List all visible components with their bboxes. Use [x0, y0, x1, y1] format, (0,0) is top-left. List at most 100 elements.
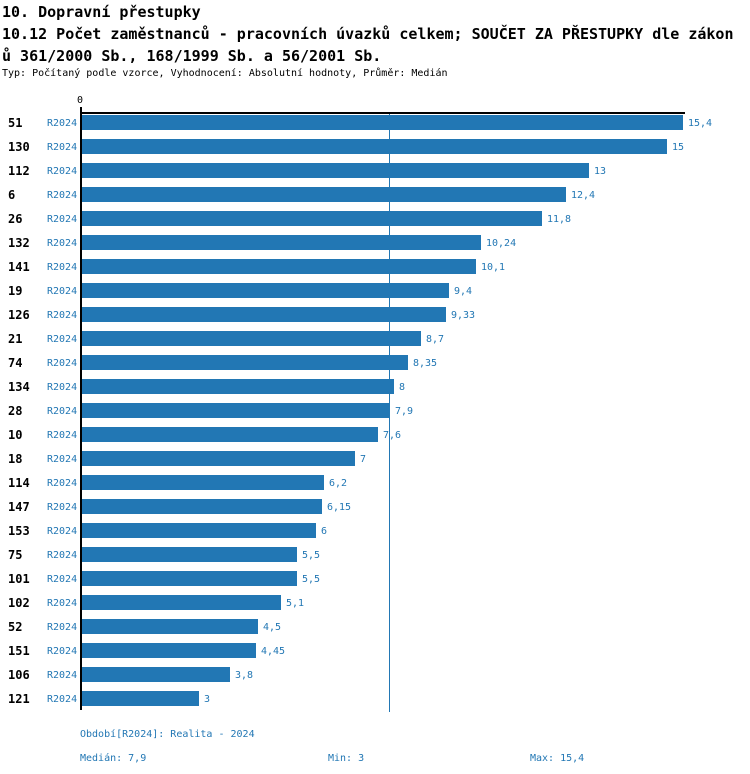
bar-row: 19 R2024 9,4 — [0, 282, 750, 306]
bar-value-label: 13 — [594, 166, 607, 177]
row-period-label: R2024 — [47, 142, 78, 153]
bar-row: 18 R2024 7 — [0, 450, 750, 474]
bar — [82, 523, 316, 538]
row-id-label: 106 — [8, 668, 30, 682]
bar — [82, 571, 297, 586]
bar — [82, 331, 421, 346]
bar-row: 153 R2024 6 — [0, 522, 750, 546]
bar — [82, 307, 446, 322]
row-id-label: 121 — [8, 692, 30, 706]
bar-row: 6 R2024 12,4 — [0, 186, 750, 210]
bar-row: 147 R2024 6,15 — [0, 498, 750, 522]
row-period-label: R2024 — [47, 406, 78, 417]
chart-subtitle-cont: ů 361/2000 Sb., 168/1999 Sb. a 56/2001 S… — [2, 47, 382, 65]
bar-row: 21 R2024 8,7 — [0, 330, 750, 354]
bar-value-label: 9,33 — [451, 310, 476, 321]
bar-row: 130 R2024 15 — [0, 138, 750, 162]
bar-row: 26 R2024 11,8 — [0, 210, 750, 234]
row-id-label: 114 — [8, 476, 30, 490]
bar — [82, 451, 355, 466]
row-id-label: 112 — [8, 164, 30, 178]
bar-row: 51 R2024 15,4 — [0, 114, 750, 138]
row-period-label: R2024 — [47, 238, 78, 249]
bar-value-label: 3 — [204, 694, 211, 705]
row-id-label: 75 — [8, 548, 23, 562]
bar-row: 151 R2024 4,45 — [0, 642, 750, 666]
row-period-label: R2024 — [47, 478, 78, 489]
bar-value-label: 7,9 — [395, 406, 414, 417]
bar-row: 106 R2024 3,8 — [0, 666, 750, 690]
row-id-label: 102 — [8, 596, 30, 610]
bar — [82, 403, 390, 418]
row-id-label: 141 — [8, 260, 30, 274]
bar-value-label: 8,35 — [413, 358, 438, 369]
row-period-label: R2024 — [47, 646, 78, 657]
row-period-label: R2024 — [47, 286, 78, 297]
footer-max: Max: 15,4 — [530, 753, 585, 764]
bar — [82, 163, 589, 178]
bar-value-label: 6,15 — [327, 502, 352, 513]
row-id-label: 21 — [8, 332, 23, 346]
row-id-label: 10 — [8, 428, 23, 442]
row-period-label: R2024 — [47, 502, 78, 513]
row-id-label: 52 — [8, 620, 23, 634]
bar — [82, 379, 394, 394]
bar — [82, 595, 281, 610]
footer-period: Období[R2024]: Realita - 2024 — [80, 729, 255, 740]
bar-value-label: 12,4 — [571, 190, 596, 201]
row-period-label: R2024 — [47, 526, 78, 537]
row-id-label: 147 — [8, 500, 30, 514]
row-id-label: 18 — [8, 452, 23, 466]
row-period-label: R2024 — [47, 262, 78, 273]
bar — [82, 499, 322, 514]
bar — [82, 211, 542, 226]
bar — [82, 115, 683, 130]
bar — [82, 259, 476, 274]
bar-row: 52 R2024 4,5 — [0, 618, 750, 642]
row-id-label: 26 — [8, 212, 23, 226]
bar-row: 74 R2024 8,35 — [0, 354, 750, 378]
bar-row: 101 R2024 5,5 — [0, 570, 750, 594]
row-period-label: R2024 — [47, 190, 78, 201]
bar-value-label: 8 — [399, 382, 406, 393]
y-axis-line — [80, 107, 82, 710]
bar-value-label: 6 — [321, 526, 328, 537]
bar — [82, 355, 408, 370]
bar-value-label: 9,4 — [454, 286, 473, 297]
bar-value-label: 7,6 — [383, 430, 402, 441]
bar-row: 75 R2024 5,5 — [0, 546, 750, 570]
bar-value-label: 3,8 — [235, 670, 254, 681]
row-period-label: R2024 — [47, 334, 78, 345]
row-id-label: 74 — [8, 356, 23, 370]
row-id-label: 126 — [8, 308, 30, 322]
bar-row: 132 R2024 10,24 — [0, 234, 750, 258]
row-period-label: R2024 — [47, 382, 78, 393]
bar-value-label: 10,24 — [486, 238, 517, 249]
row-period-label: R2024 — [47, 166, 78, 177]
row-period-label: R2024 — [47, 430, 78, 441]
bar-value-label: 15 — [672, 142, 685, 153]
row-period-label: R2024 — [47, 622, 78, 633]
row-period-label: R2024 — [47, 694, 78, 705]
bar — [82, 139, 667, 154]
bar-value-label: 7 — [360, 454, 367, 465]
row-period-label: R2024 — [47, 454, 78, 465]
bar — [82, 547, 297, 562]
chart-meta: Typ: Počítaný podle vzorce, Vyhodnocení:… — [2, 68, 448, 79]
bar — [82, 235, 481, 250]
row-id-label: 51 — [8, 116, 23, 130]
footer-min: Min: 3 — [328, 753, 365, 764]
row-id-label: 101 — [8, 572, 30, 586]
bar-value-label: 5,5 — [302, 574, 321, 585]
row-id-label: 134 — [8, 380, 30, 394]
bar-row: 102 R2024 5,1 — [0, 594, 750, 618]
bar-value-label: 6,2 — [329, 478, 348, 489]
bar — [82, 667, 230, 682]
bar — [82, 643, 256, 658]
bar-row: 114 R2024 6,2 — [0, 474, 750, 498]
bar-value-label: 5,5 — [302, 550, 321, 561]
row-period-label: R2024 — [47, 574, 78, 585]
row-id-label: 151 — [8, 644, 30, 658]
